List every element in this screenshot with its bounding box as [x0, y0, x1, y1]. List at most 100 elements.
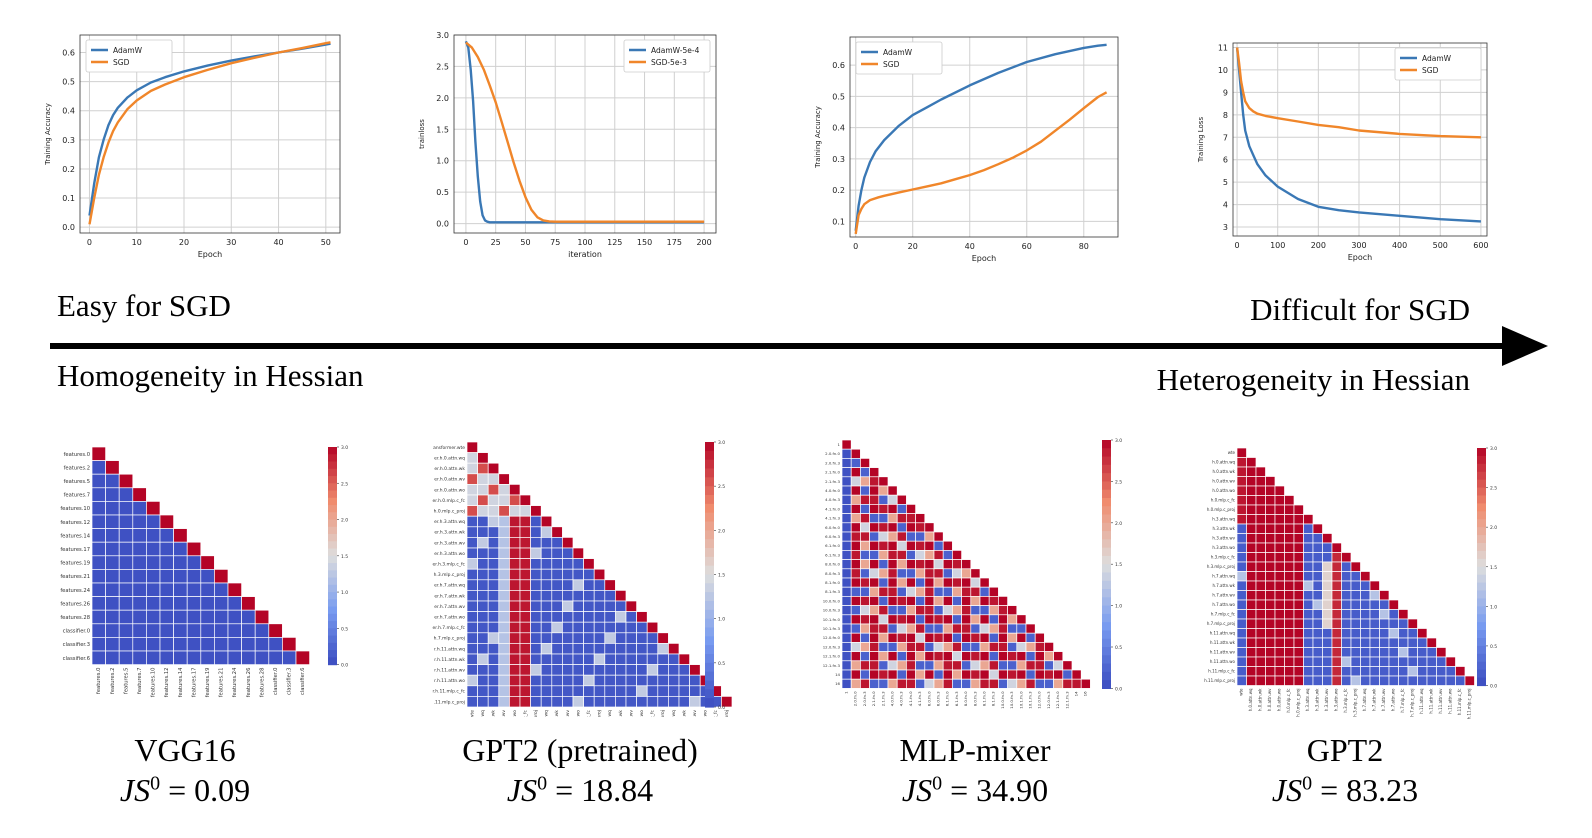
heatmap-cell [850, 577, 861, 588]
heatmap-cell [1303, 637, 1314, 648]
heatmap-cell [952, 550, 962, 560]
heatmap-cell [509, 621, 521, 634]
heatmap-cell [1284, 666, 1295, 677]
col-label: h.11.attn.wk [1429, 688, 1434, 714]
heatmap-cell [562, 611, 574, 623]
colorbar-segment [328, 541, 337, 550]
colorbar-segment [328, 505, 337, 513]
col-label: 4.0.fn.3 [899, 691, 904, 706]
heatmap-cell [878, 651, 889, 662]
js-value-vgg16: JS0 = 0.09 [60, 772, 310, 809]
heatmap-cell [1341, 666, 1352, 677]
heatmap-cell [487, 537, 500, 549]
heatmap-cell [132, 501, 147, 516]
heatmap-cell [1255, 542, 1266, 553]
heatmap-cell [540, 643, 553, 655]
heatmap-cell [1255, 628, 1266, 639]
heatmap-cell [1360, 628, 1371, 639]
heatmap-cell [530, 579, 542, 591]
heatmap-cell [915, 568, 926, 579]
row-label: features.7 [64, 493, 90, 499]
heatmap-cell [906, 605, 916, 616]
heatmap-cell [498, 558, 510, 570]
y-tick-label: 0.5 [436, 188, 449, 197]
heatmap-cell [933, 559, 944, 570]
heatmap-cell [498, 579, 510, 591]
heatmap-cell [604, 621, 616, 634]
heatmap-cell [1303, 675, 1314, 686]
colorbar-segment [1477, 630, 1486, 639]
heatmap-cell [924, 559, 935, 570]
heatmap-cell [118, 637, 134, 652]
heatmap-cell [173, 569, 188, 584]
heatmap-cell [487, 600, 500, 612]
heatmap-cell [933, 550, 944, 560]
legend-label: SGD [113, 58, 130, 67]
heatmap-cell [498, 547, 510, 559]
heatmap-cell [896, 642, 907, 652]
heatmap-cell [477, 674, 489, 687]
heatmap-cell [850, 623, 861, 634]
grid [80, 35, 340, 233]
col-label: 2.1.fn.3 [880, 691, 885, 706]
heatmap-cell [1312, 609, 1323, 620]
colorbar-segment [705, 565, 714, 576]
heatmap-cell [487, 505, 500, 517]
heatmap-cell [850, 458, 861, 468]
heatmap-cell [1265, 552, 1276, 563]
heatmap-cell [466, 696, 478, 708]
heatmap-cell [625, 600, 637, 612]
heatmap-cell [1265, 647, 1276, 658]
heatmap-cell [200, 637, 215, 652]
heatmap-cell [860, 642, 870, 652]
colorbar-segment [705, 583, 714, 593]
heatmap-cell [519, 600, 531, 612]
row-label: 2.1.fn.0 [825, 470, 840, 475]
col-label: 2.0.fn.3 [862, 691, 867, 706]
heatmap-gpt2: wtewteh.0.attn.wqh.0.attn.wqh.0.attn.wkh… [1204, 446, 1497, 719]
series-line-adamw [1235, 47, 1481, 223]
heatmap-cell [146, 501, 161, 516]
heatmap-cell [942, 577, 953, 588]
model-name-mlp-mixer: MLP-mixer [899, 732, 1051, 768]
heatmap-cell [105, 582, 120, 597]
heatmap-cell [1322, 647, 1333, 658]
heatmap-cell [1360, 637, 1371, 648]
heatmap-cell [1369, 599, 1380, 610]
y-axis-label: Training Accuracy [44, 103, 52, 166]
heatmap-cell [1246, 628, 1257, 639]
heatmap-cell [668, 685, 680, 697]
heatmap-cell [1293, 675, 1304, 686]
heatmap-cell [1350, 618, 1361, 629]
heatmap-cell [1312, 561, 1323, 572]
col-label: er.h.3.attn.wo [575, 710, 581, 717]
legend-label: SGD-5e-3 [651, 58, 687, 67]
heatmap-cell [477, 462, 489, 475]
y-tick-label: 0.6 [832, 61, 845, 70]
legend-label: SGD [1422, 66, 1439, 75]
heatmap-cell [1312, 675, 1323, 686]
heatmap-cell [487, 632, 500, 644]
heatmap-cell [896, 623, 907, 634]
heatmap-cell [860, 467, 870, 478]
colorbar-segment [1102, 448, 1111, 458]
heatmap-cell [159, 555, 174, 570]
heatmap-cell [952, 596, 962, 606]
colorbar-segment [1477, 606, 1486, 615]
col-label: er.h.7.attn.wq [607, 710, 613, 717]
heatmap-cell [1255, 466, 1266, 477]
colorbar-segment [328, 534, 337, 542]
heatmap-cell [961, 623, 972, 634]
y-tick-label: 0.5 [832, 92, 845, 101]
heatmap-cell [860, 623, 870, 634]
heatmap-cell [530, 515, 542, 528]
heatmap-cell [509, 590, 521, 602]
row-label: classifier.3 [63, 642, 90, 648]
colorbar-tick-label: 0.0 [718, 705, 725, 711]
heatmap-cell [572, 696, 584, 708]
colorbar-segment [705, 477, 714, 487]
heatmap-cells [841, 439, 1091, 689]
heatmap-cell [1246, 523, 1257, 534]
x-tick-label: 60 [1022, 242, 1032, 251]
heatmap-cell [915, 669, 926, 680]
